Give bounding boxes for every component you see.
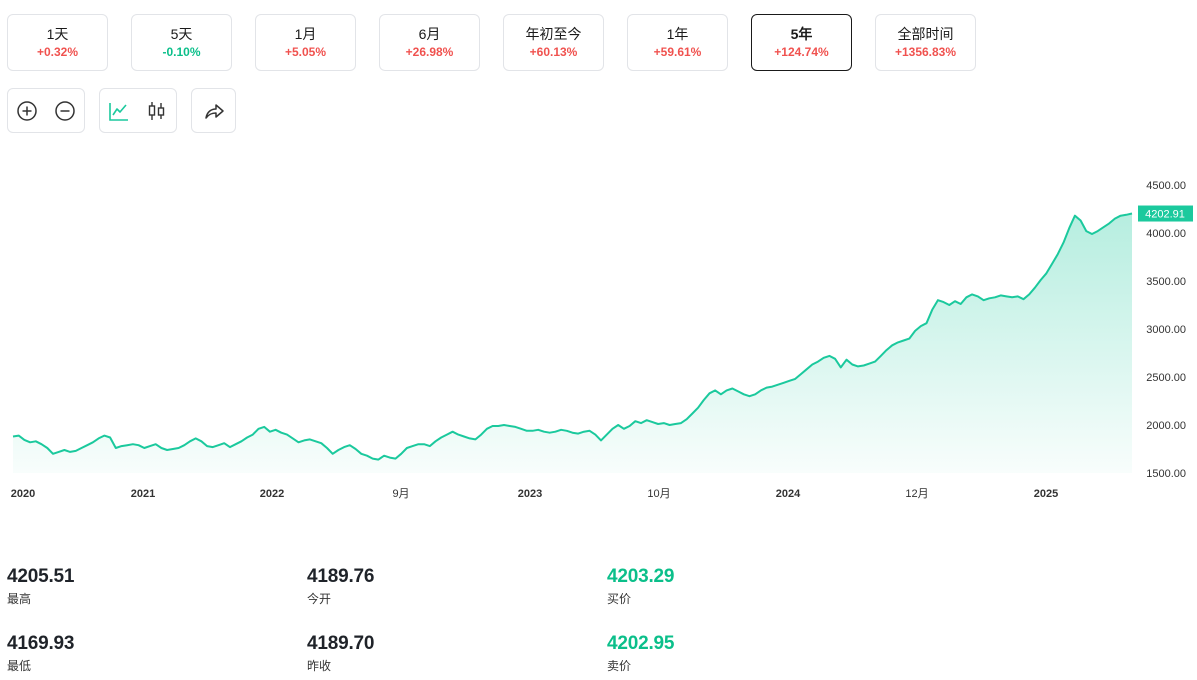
zoom-in-icon[interactable]: [15, 99, 39, 123]
y-tick-label: 2000.00: [1146, 420, 1186, 432]
period-button-7[interactable]: 全部时间 +1356.83%: [875, 14, 976, 71]
period-label: 年初至今: [525, 25, 582, 42]
x-tick-label: 2023: [518, 488, 542, 500]
stat-label: 昨收: [307, 659, 332, 673]
stat-item: 4205.51 最高: [7, 565, 74, 607]
period-change: +60.13%: [529, 44, 578, 59]
period-label: 全部时间: [897, 25, 954, 42]
period-button-6[interactable]: 5年 +124.74%: [751, 14, 852, 71]
stat-label: 买价: [607, 592, 632, 606]
stat-item: 4202.95 卖价: [607, 632, 674, 674]
stat-label: 今开: [307, 592, 332, 606]
stat-item: 4169.93 最低: [7, 632, 74, 674]
period-change: +26.98%: [405, 44, 454, 59]
period-change: +5.05%: [284, 44, 327, 59]
period-label: 1年: [666, 25, 689, 42]
quote-stats: 4205.51 最高 4189.76 今开 4203.29 买价 4169.93 最低 4189…: [7, 565, 907, 680]
zoom-group: [7, 88, 85, 133]
period-change: +59.61%: [653, 44, 702, 59]
zoom-out-icon[interactable]: [53, 99, 77, 123]
x-tick-label: 10月: [647, 488, 670, 500]
y-tick-label: 3500.00: [1146, 276, 1186, 288]
x-tick-label: 2022: [260, 488, 284, 500]
x-tick-label: 12月: [905, 488, 928, 500]
last-price-label: 4202.91: [1145, 209, 1185, 221]
y-tick-label: 4500.00: [1146, 180, 1186, 192]
price-area: [13, 213, 1132, 473]
y-tick-label: 4000.00: [1146, 228, 1186, 240]
y-tick-label: 3000.00: [1146, 324, 1186, 336]
stat-value: 4189.76: [307, 566, 375, 587]
price-line: [12, 212, 1133, 461]
period-change: -0.10%: [162, 44, 201, 59]
stat-label: 卖价: [607, 659, 632, 673]
period-label: 6月: [418, 25, 441, 42]
line-chart-icon[interactable]: [107, 99, 131, 123]
period-selector: 1天 +0.32% 5天 -0.10% 1月 +5.05% 6月 +26.98% 年初至今 +60…: [7, 14, 999, 71]
stat-value: 4205.51: [7, 566, 75, 587]
period-change: +1356.83%: [894, 44, 957, 59]
stat-item: 4189.76 今开: [307, 565, 374, 607]
last-price-badge: [1138, 205, 1193, 222]
stat-label: 最高: [7, 592, 32, 606]
stat-item: 4203.29 买价: [607, 565, 674, 607]
share-icon[interactable]: [202, 99, 226, 123]
stat-value: 4189.70: [307, 633, 375, 654]
period-button-0[interactable]: 1天 +0.32%: [7, 14, 108, 71]
x-tick-label: 2021: [131, 488, 155, 500]
candlestick-icon[interactable]: [145, 99, 169, 123]
x-tick-label: 2025: [1034, 488, 1058, 500]
x-tick-label: 2024: [776, 488, 801, 500]
stat-value: 4202.95: [607, 633, 675, 654]
period-label: 5天: [170, 25, 193, 42]
period-label: 1月: [294, 25, 317, 42]
x-tick-label: 2020: [11, 488, 35, 500]
period-label: 5年: [790, 25, 813, 42]
period-button-4[interactable]: 年初至今 +60.13%: [503, 14, 604, 71]
period-button-1[interactable]: 5天 -0.10%: [131, 14, 232, 71]
period-change: +124.74%: [774, 44, 829, 59]
period-button-5[interactable]: 1年 +59.61%: [627, 14, 728, 71]
period-label: 1天: [46, 25, 69, 42]
y-tick-label: 2500.00: [1146, 372, 1186, 384]
period-change: +0.32%: [36, 44, 79, 59]
x-tick-label: 9月: [392, 488, 409, 500]
stat-value: 4169.93: [7, 633, 75, 654]
stat-value: 4203.29: [607, 566, 675, 587]
share-group: [191, 88, 236, 133]
period-button-2[interactable]: 1月 +5.05%: [255, 14, 356, 71]
y-tick-label: 1500.00: [1146, 468, 1186, 480]
period-button-3[interactable]: 6月 +26.98%: [379, 14, 480, 71]
chart-type-group: [99, 88, 177, 133]
stat-label: 最低: [7, 659, 32, 673]
stat-item: 4189.70 昨收: [307, 632, 374, 674]
price-chart: 4500.00 4000.00 3500.00 3000.00 2500.00 2000.…: [11, 180, 1193, 500]
